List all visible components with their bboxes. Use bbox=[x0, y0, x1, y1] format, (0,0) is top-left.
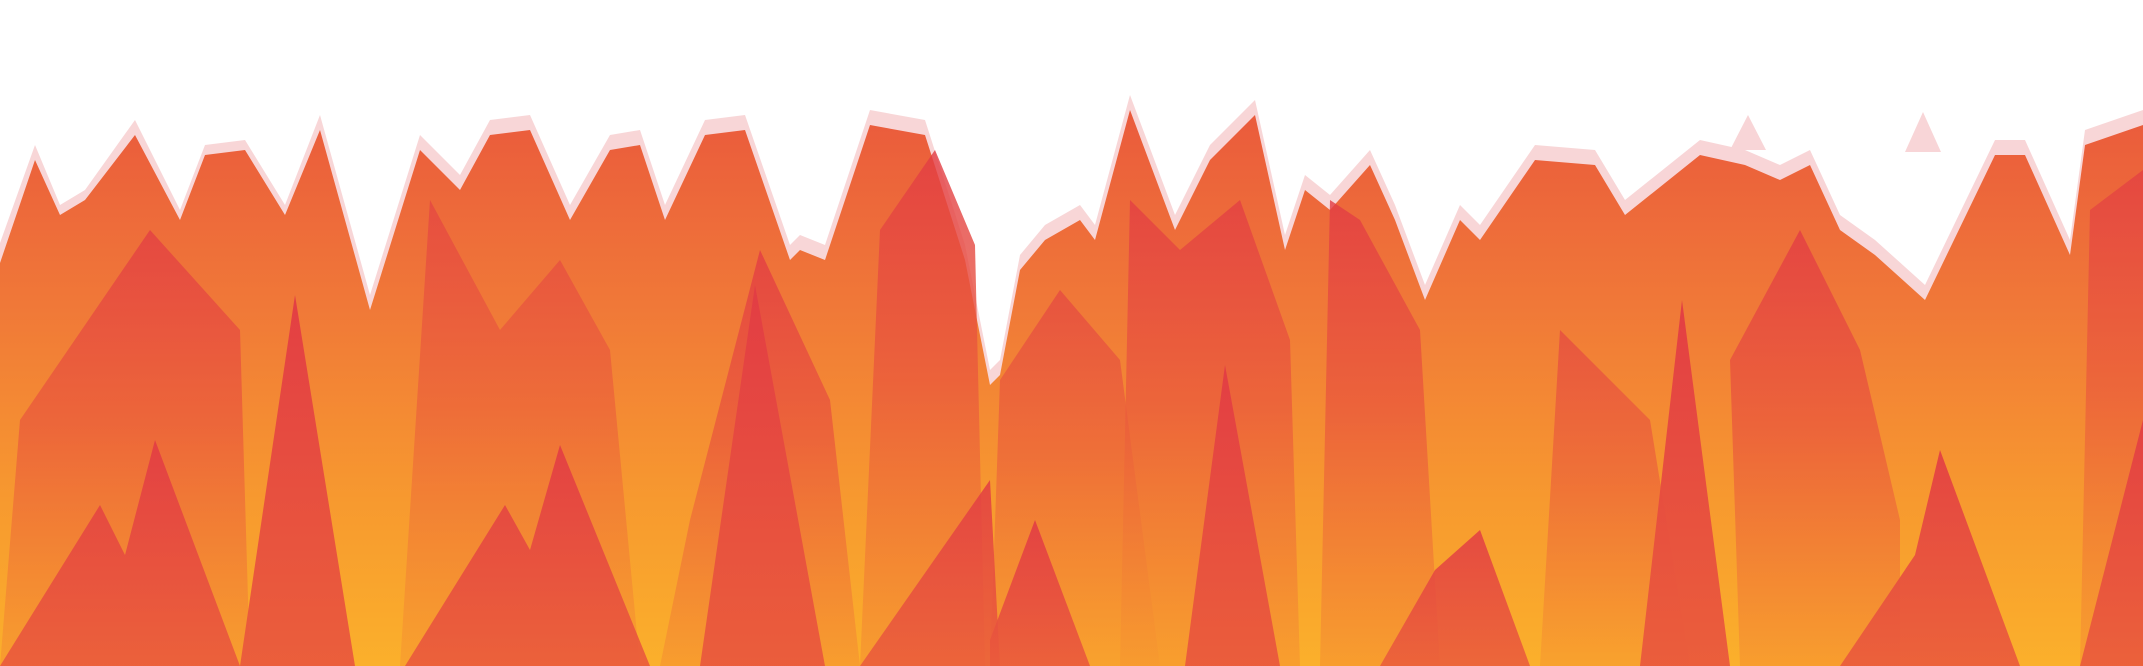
flame-mid-layer bbox=[0, 150, 2143, 666]
flame-front-3 bbox=[405, 445, 650, 666]
flame-front-1 bbox=[0, 440, 240, 666]
flame-front-4 bbox=[700, 285, 825, 666]
flame-mid-8 bbox=[1730, 230, 1900, 666]
flame-front-11 bbox=[2080, 420, 2143, 666]
flame-front-7 bbox=[1185, 365, 1280, 666]
flame-mid-7 bbox=[1320, 200, 1440, 666]
flame-halo-tip-2 bbox=[1905, 112, 1941, 152]
flame-front-2 bbox=[240, 295, 355, 666]
flame-front-9 bbox=[1640, 300, 1730, 666]
flame-front-10 bbox=[1840, 450, 2020, 666]
flame-front-6 bbox=[990, 520, 1090, 666]
flame-halo-tip-1 bbox=[1730, 115, 1766, 150]
flame-front-5 bbox=[860, 480, 1000, 666]
flame-front-8 bbox=[1380, 530, 1530, 666]
flame-front-layer bbox=[0, 285, 2143, 666]
